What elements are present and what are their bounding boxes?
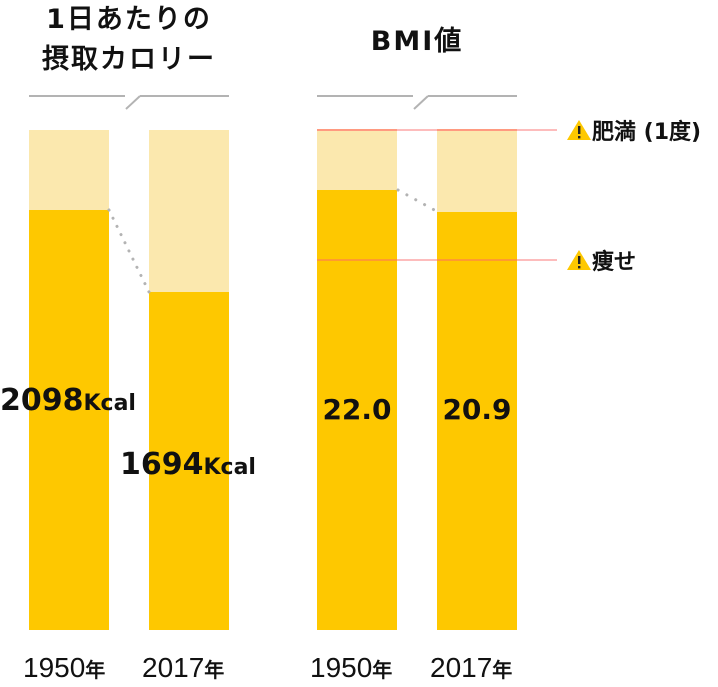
calorie-value-2017: 1694Kcal [120,447,256,482]
calorie-title-line2: 摂取カロリー [42,44,216,75]
bmi-chart-title: BMI値 [370,26,464,57]
thin-reference-label: 痩せ [566,244,636,276]
calorie-connector [107,208,151,294]
calorie-bracket-notch [125,95,141,110]
obese-reference-label: 肥満 (1度) [566,114,701,146]
bmi-year-2017: 2017年 [430,652,513,683]
calorie-year-1950: 1950年 [23,652,106,683]
obese-reference-line-on-bar [317,129,397,131]
bmi-bar-2017 [437,212,517,630]
bmi-year-1950: 1950年 [310,652,393,683]
calorie-year-2017: 2017年 [142,652,225,683]
calorie-bracket-right [140,95,229,97]
bmi-connector [396,188,440,214]
bmi-bar-1950 [317,190,397,630]
warning-icon [567,250,591,270]
calorie-bracket-left [29,95,125,97]
calorie-bar-2017 [149,292,229,630]
bmi-bracket-left [317,95,413,97]
calorie-value-1950: 2098Kcal [0,383,136,418]
obese-reference-line-on-bar-2 [437,129,517,131]
thin-reference-line-on-bar-2 [437,259,517,261]
calorie-bar-1950 [29,210,109,630]
bmi-bracket-right [428,95,517,97]
calorie-title-line1: 1日あたりの [46,4,212,35]
calorie-chart-title: 1日あたりの 摂取カロリー [0,0,258,80]
thin-reference-line-on-bar [317,259,397,261]
bmi-bracket-notch [413,95,429,110]
warning-icon [567,120,591,140]
bmi-value-2017: 20.9 [442,393,512,426]
bmi-value-1950: 22.0 [322,393,392,426]
